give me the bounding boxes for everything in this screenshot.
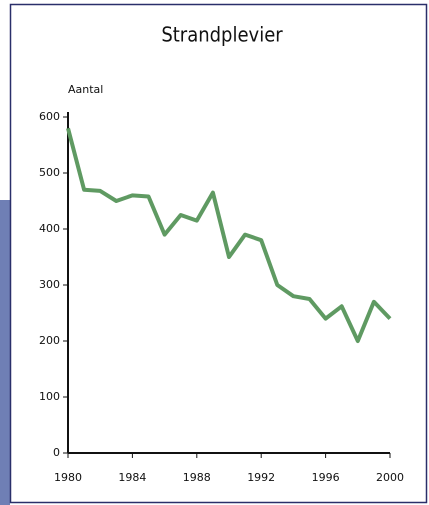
y-tick-label: 500 bbox=[39, 166, 60, 179]
x-tick-label: 1984 bbox=[118, 471, 146, 484]
x-tick-label: 1988 bbox=[183, 471, 211, 484]
y-tick-label: 100 bbox=[39, 390, 60, 403]
x-tick-label: 1980 bbox=[54, 471, 82, 484]
x-tick-label: 1992 bbox=[247, 471, 275, 484]
y-tick-label: 200 bbox=[39, 334, 60, 347]
y-tick-label: 600 bbox=[39, 110, 60, 123]
y-tick-label: 300 bbox=[39, 278, 60, 291]
x-tick-label: 2000 bbox=[376, 471, 404, 484]
y-tick-label: 400 bbox=[39, 222, 60, 235]
x-tick-label: 1996 bbox=[312, 471, 340, 484]
side-strip bbox=[0, 200, 10, 505]
y-tick-label: 0 bbox=[53, 446, 60, 459]
chart-title: Strandplevier bbox=[161, 23, 283, 47]
data-line bbox=[66, 127, 392, 343]
y-axis-label: Aantal bbox=[68, 83, 103, 96]
frame bbox=[9, 3, 428, 504]
